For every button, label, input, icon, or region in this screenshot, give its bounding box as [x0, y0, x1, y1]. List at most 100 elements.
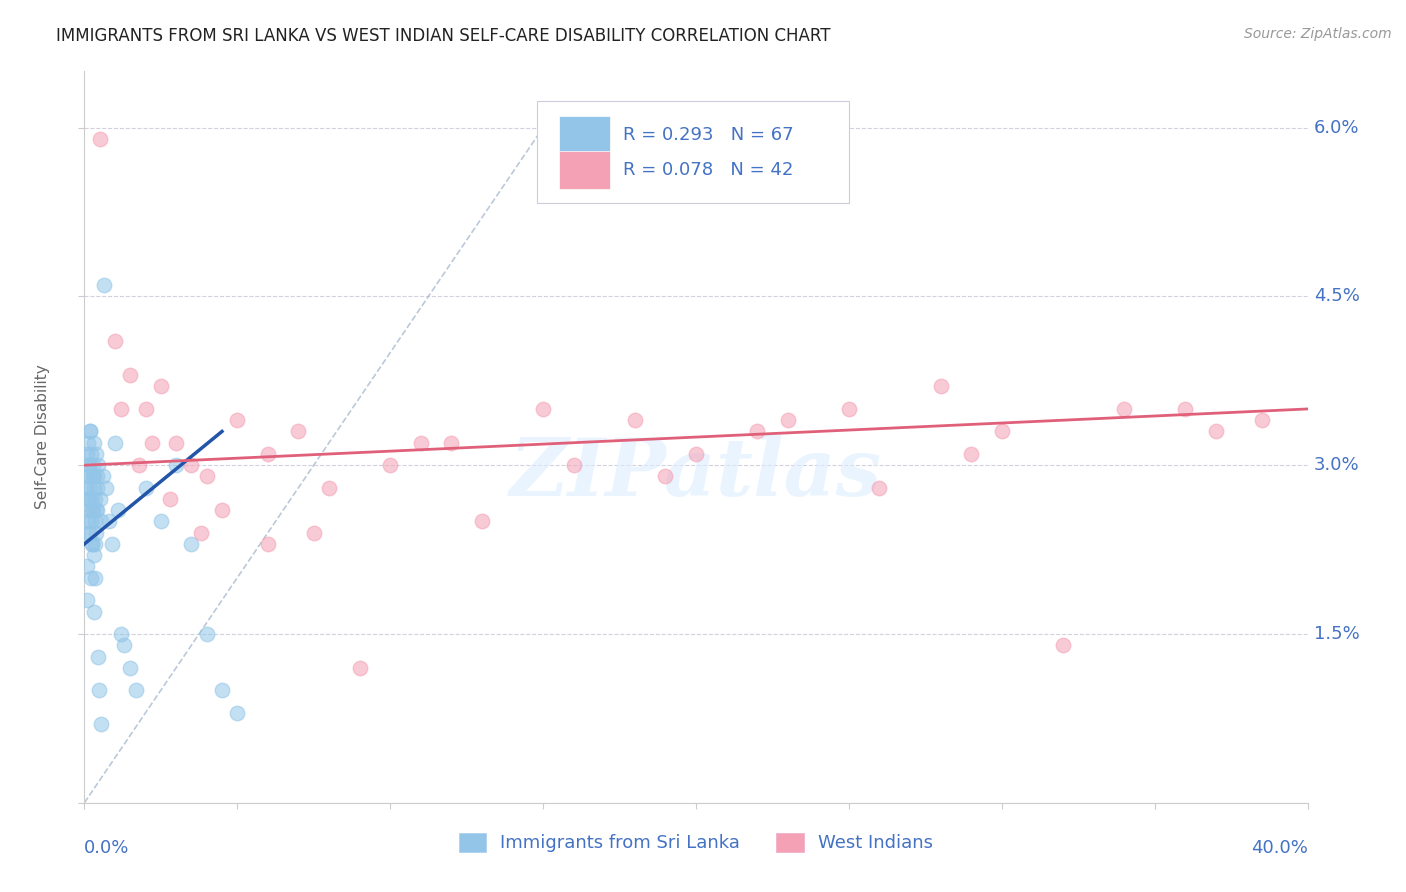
Point	[84, 503, 107, 517]
Point	[83, 469, 105, 483]
Point	[380, 458, 402, 473]
Point	[165, 458, 187, 473]
Point	[84, 515, 107, 529]
Text: 6.0%: 6.0%	[1313, 119, 1360, 136]
Point	[110, 401, 132, 416]
Point	[77, 435, 100, 450]
Point	[94, 481, 117, 495]
Point	[80, 537, 103, 551]
Point	[409, 435, 432, 450]
FancyBboxPatch shape	[537, 101, 849, 203]
Point	[562, 458, 585, 473]
Point	[84, 525, 107, 540]
Point	[97, 515, 120, 529]
Point	[86, 481, 108, 495]
Legend: Immigrants from Sri Lanka, West Indians: Immigrants from Sri Lanka, West Indians	[451, 826, 941, 860]
Point	[86, 469, 108, 483]
Point	[83, 571, 105, 585]
Point	[87, 458, 110, 473]
Text: R = 0.078   N = 42: R = 0.078 N = 42	[623, 161, 793, 179]
Point	[76, 525, 98, 540]
Point	[87, 683, 110, 698]
Point	[1174, 401, 1197, 416]
Point	[110, 627, 132, 641]
FancyBboxPatch shape	[560, 116, 610, 154]
Point	[77, 491, 100, 506]
Point	[79, 525, 101, 540]
Point	[77, 458, 100, 473]
Point	[82, 469, 104, 483]
Point	[104, 334, 127, 349]
Point	[159, 491, 181, 506]
Point	[149, 379, 172, 393]
Point	[654, 469, 676, 483]
Point	[79, 425, 101, 439]
Point	[101, 537, 124, 551]
Point	[128, 458, 150, 473]
Point	[180, 458, 202, 473]
Text: Self-Care Disability: Self-Care Disability	[35, 365, 51, 509]
Point	[195, 469, 218, 483]
Point	[76, 515, 98, 529]
Point	[190, 525, 212, 540]
Text: 3.0%: 3.0%	[1313, 456, 1360, 475]
Point	[226, 413, 249, 427]
Point	[107, 503, 129, 517]
Point	[125, 683, 148, 698]
Point	[80, 515, 103, 529]
Text: 0.0%: 0.0%	[84, 839, 129, 857]
Point	[82, 503, 104, 517]
Text: R = 0.293   N = 67: R = 0.293 N = 67	[623, 126, 793, 144]
Text: IMMIGRANTS FROM SRI LANKA VS WEST INDIAN SELF-CARE DISABILITY CORRELATION CHART: IMMIGRANTS FROM SRI LANKA VS WEST INDIAN…	[56, 27, 831, 45]
Point	[79, 469, 101, 483]
Point	[80, 447, 103, 461]
Point	[1114, 401, 1136, 416]
Point	[531, 401, 554, 416]
Point	[991, 425, 1014, 439]
Point	[349, 661, 371, 675]
Point	[960, 447, 983, 461]
Point	[80, 491, 103, 506]
Point	[747, 425, 769, 439]
Point	[83, 548, 105, 562]
Point	[77, 491, 100, 506]
Point	[76, 559, 98, 574]
Point	[87, 649, 110, 664]
Point	[83, 481, 105, 495]
Point	[104, 435, 127, 450]
Point	[141, 435, 163, 450]
Text: 40.0%: 40.0%	[1251, 839, 1308, 857]
Point	[195, 627, 218, 641]
Point	[1250, 413, 1272, 427]
Point	[929, 379, 952, 393]
Point	[91, 469, 114, 483]
Point	[89, 132, 111, 146]
Text: 4.5%: 4.5%	[1313, 287, 1360, 305]
Point	[84, 491, 107, 506]
Point	[80, 571, 103, 585]
Point	[120, 368, 142, 383]
Point	[440, 435, 463, 450]
Point	[776, 413, 799, 427]
Text: 1.5%: 1.5%	[1313, 625, 1360, 643]
Point	[83, 605, 105, 619]
Point	[287, 425, 309, 439]
Point	[76, 447, 98, 461]
Point	[685, 447, 707, 461]
Point	[77, 458, 100, 473]
Point	[302, 525, 325, 540]
Point	[318, 481, 340, 495]
Point	[180, 537, 202, 551]
Point	[1052, 638, 1074, 652]
Point	[93, 278, 115, 293]
Point	[624, 413, 647, 427]
Point	[83, 435, 105, 450]
Point	[165, 435, 187, 450]
Point	[76, 593, 98, 607]
Point	[82, 503, 104, 517]
Text: Source: ZipAtlas.com: Source: ZipAtlas.com	[1244, 27, 1392, 41]
Point	[76, 469, 98, 483]
Point	[471, 515, 494, 529]
Point	[90, 515, 112, 529]
Point	[869, 481, 891, 495]
